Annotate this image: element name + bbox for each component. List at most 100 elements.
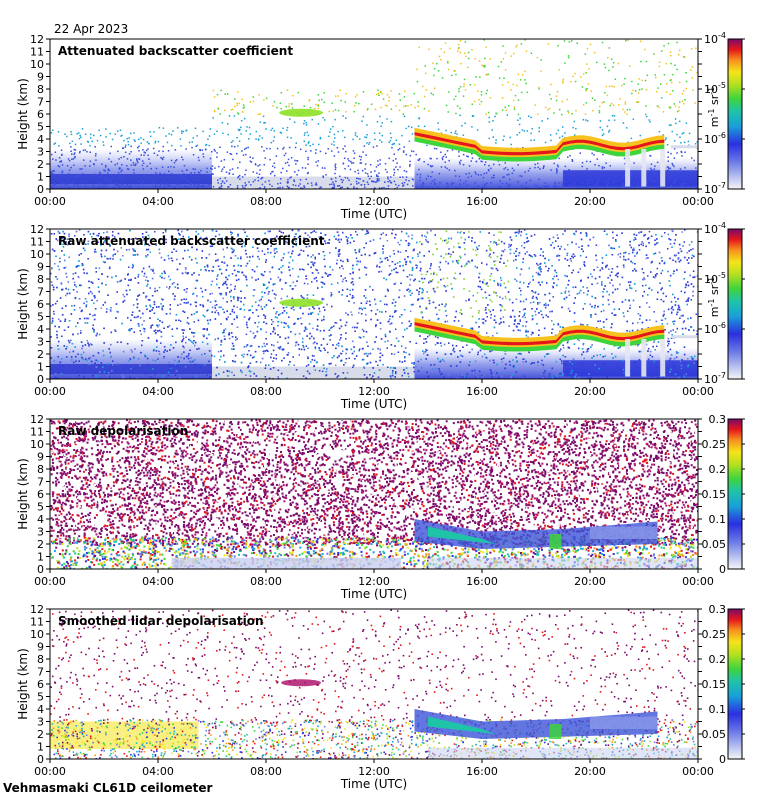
y-tick-label: 12 (30, 33, 44, 46)
x-tick-label: 08:00 (250, 765, 282, 778)
y-tick-label: 1 (37, 361, 44, 374)
y-axis-label: Height (km) (16, 78, 30, 149)
y-tick-label: 1 (37, 171, 44, 184)
colorbar-tick-exponent: -7 (718, 181, 726, 190)
x-tick-label: 08:00 (250, 575, 282, 588)
y-tick-label: 4 (37, 513, 44, 526)
footer-label: Vehmasmaki CL61D ceilometer (3, 781, 212, 795)
y-tick-label: 10 (30, 58, 44, 71)
colorbar-tick-label: 10-7 (704, 371, 726, 386)
colorbar-tick-exponent: -6 (718, 131, 726, 140)
y-tick-label: 5 (37, 311, 44, 324)
y-tick-label: 7 (37, 476, 44, 489)
x-axis-label: Time (UTC) (340, 777, 407, 791)
colorbar-tick-label: 0.1 (709, 703, 727, 716)
colorbar-tick-label: 10-4 (704, 221, 726, 236)
colorbar-tick-label: 0.2 (709, 653, 727, 666)
chart-panel-2: Raw attenuated backscatter coefficient01… (16, 221, 745, 411)
y-tick-label: 6 (37, 488, 44, 501)
colorbar-tick-label: 0 (719, 753, 726, 766)
y-tick-label: 6 (37, 108, 44, 121)
x-tick-label: 00:00 (682, 765, 714, 778)
colorbar (727, 228, 743, 380)
colorbar (727, 418, 743, 570)
y-tick-label: 0 (37, 373, 44, 386)
y-tick-label: 12 (30, 223, 44, 236)
colorbar (727, 608, 743, 760)
colorbar-tick-label: 0.3 (709, 413, 727, 426)
x-axis-label: Time (UTC) (340, 397, 407, 411)
x-tick-label: 04:00 (142, 195, 174, 208)
x-tick-label: 16:00 (466, 765, 498, 778)
y-tick-label: 9 (37, 71, 44, 84)
y-tick-label: 11 (30, 46, 44, 59)
x-tick-label: 12:00 (358, 385, 390, 398)
colorbar (727, 38, 743, 190)
y-tick-label: 4 (37, 703, 44, 716)
y-tick-label: 7 (37, 666, 44, 679)
x-tick-label: 16:00 (466, 195, 498, 208)
y-tick-label: 0 (37, 183, 44, 196)
x-tick-label: 00:00 (682, 575, 714, 588)
x-tick-label: 16:00 (466, 575, 498, 588)
y-tick-label: 10 (30, 628, 44, 641)
x-tick-label: 20:00 (574, 575, 606, 588)
x-tick-label: 12:00 (358, 765, 390, 778)
y-tick-label: 12 (30, 603, 44, 616)
date-label: 22 Apr 2023 (54, 22, 128, 36)
colorbar-tick-exponent: -4 (718, 31, 726, 40)
y-tick-label: 4 (37, 323, 44, 336)
y-tick-label: 8 (37, 83, 44, 96)
x-tick-label: 20:00 (574, 765, 606, 778)
y-tick-label: 3 (37, 716, 44, 729)
colorbar-tick-exponent: -5 (718, 81, 726, 90)
x-axis-label: Time (UTC) (340, 207, 407, 221)
x-tick-label: 04:00 (142, 575, 174, 588)
y-tick-label: 0 (37, 563, 44, 576)
y-tick-label: 2 (37, 728, 44, 741)
colorbar-tick-exponent: -7 (718, 371, 726, 380)
panel-title: Raw depolarisation (58, 424, 188, 438)
y-tick-label: 2 (37, 348, 44, 361)
panel-title: Attenuated backscatter coefficient (58, 44, 293, 58)
x-axis-label: Time (UTC) (340, 587, 407, 601)
x-tick-label: 00:00 (682, 195, 714, 208)
colorbar-tick-label: 10-7 (704, 181, 726, 196)
y-tick-label: 7 (37, 286, 44, 299)
panel-title: Smoothed lidar depolarisation (58, 614, 264, 628)
chart-panel-1: Attenuated backscatter coefficient012345… (16, 31, 745, 221)
y-tick-label: 10 (30, 248, 44, 261)
colorbar-tick-exponent: -4 (718, 221, 726, 230)
x-tick-label: 00:00 (34, 385, 66, 398)
colorbar-tick-label: 0 (719, 563, 726, 576)
x-tick-label: 04:00 (142, 765, 174, 778)
x-tick-label: 04:00 (142, 385, 174, 398)
y-tick-label: 7 (37, 96, 44, 109)
colorbar-unit-label: m-1 sr-1 (707, 277, 721, 317)
colorbar-tick-label: 10-6 (704, 321, 726, 336)
y-tick-label: 6 (37, 678, 44, 691)
x-tick-label: 20:00 (574, 385, 606, 398)
colorbar-tick-label: 0.2 (709, 463, 727, 476)
x-tick-label: 16:00 (466, 385, 498, 398)
x-tick-label: 12:00 (358, 195, 390, 208)
colorbar-tick-label: 0.25 (702, 628, 727, 641)
colorbar-unit-label: m-1 sr-1 (707, 87, 721, 127)
colorbar-tick-label: 0.15 (702, 678, 727, 691)
y-tick-label: 12 (30, 413, 44, 426)
y-tick-label: 8 (37, 653, 44, 666)
y-tick-label: 1 (37, 551, 44, 564)
y-tick-label: 0 (37, 753, 44, 766)
x-tick-label: 12:00 (358, 575, 390, 588)
y-tick-label: 6 (37, 298, 44, 311)
colorbar-tick-label: 10-4 (704, 31, 726, 46)
y-tick-label: 8 (37, 273, 44, 286)
panel-title: Raw attenuated backscatter coefficient (58, 234, 325, 248)
y-tick-label: 9 (37, 641, 44, 654)
y-tick-label: 1 (37, 741, 44, 754)
y-tick-label: 11 (30, 236, 44, 249)
y-tick-label: 11 (30, 616, 44, 629)
y-tick-label: 10 (30, 438, 44, 451)
